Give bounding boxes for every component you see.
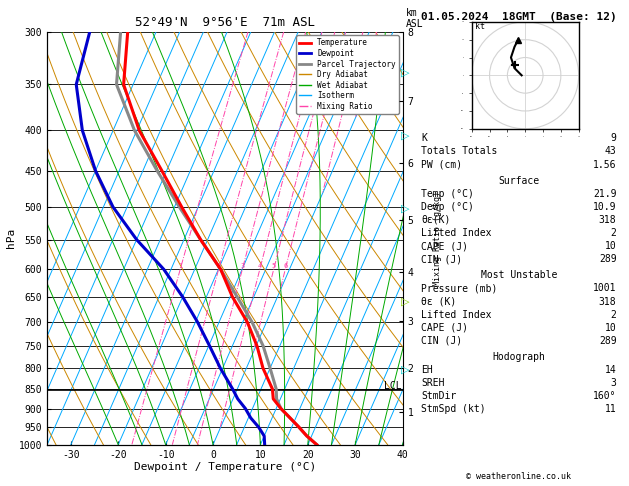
Text: PW (cm): PW (cm) (421, 159, 462, 170)
Text: CAPE (J): CAPE (J) (421, 323, 469, 333)
Text: 289: 289 (599, 254, 616, 264)
Text: StmSpd (kt): StmSpd (kt) (421, 404, 486, 415)
Text: 14: 14 (604, 365, 616, 375)
Text: 4: 4 (258, 263, 262, 269)
Text: LCL: LCL (384, 382, 401, 391)
X-axis label: Dewpoint / Temperature (°C): Dewpoint / Temperature (°C) (134, 462, 316, 472)
Text: 01.05.2024  18GMT  (Base: 12): 01.05.2024 18GMT (Base: 12) (421, 12, 617, 22)
Text: Most Unstable: Most Unstable (481, 270, 557, 280)
Text: ▷: ▷ (401, 68, 410, 78)
Text: SREH: SREH (421, 378, 445, 388)
Text: 5: 5 (272, 263, 276, 269)
Text: Temp (°C): Temp (°C) (421, 189, 474, 199)
Text: Mixing Ratio (g/kg): Mixing Ratio (g/kg) (433, 191, 442, 286)
Text: ▷: ▷ (401, 296, 410, 306)
Text: CAPE (J): CAPE (J) (421, 241, 469, 251)
Text: 3: 3 (240, 263, 245, 269)
Text: 1: 1 (178, 263, 182, 269)
Text: Surface: Surface (498, 175, 540, 186)
Text: 2: 2 (216, 263, 221, 269)
Text: Hodograph: Hodograph (493, 352, 545, 362)
Text: kt: kt (476, 22, 486, 31)
Text: K: K (421, 133, 427, 143)
Text: 6: 6 (283, 263, 287, 269)
Text: 3: 3 (611, 378, 616, 388)
Text: 289: 289 (599, 336, 616, 346)
Text: CIN (J): CIN (J) (421, 336, 462, 346)
Title: 52°49'N  9°56'E  71m ASL: 52°49'N 9°56'E 71m ASL (135, 16, 315, 29)
Text: km
ASL: km ASL (406, 8, 423, 29)
Text: 160°: 160° (593, 391, 616, 401)
Text: 10.9: 10.9 (593, 202, 616, 212)
Text: 9: 9 (611, 133, 616, 143)
Text: 1001: 1001 (593, 283, 616, 294)
Text: Lifted Index: Lifted Index (421, 228, 492, 238)
Text: 318: 318 (599, 215, 616, 225)
Text: 11: 11 (604, 404, 616, 415)
Text: Pressure (mb): Pressure (mb) (421, 283, 498, 294)
Text: 43: 43 (604, 146, 616, 156)
Text: StmDir: StmDir (421, 391, 457, 401)
Text: CIN (J): CIN (J) (421, 254, 462, 264)
Text: EH: EH (421, 365, 433, 375)
Text: ▷: ▷ (401, 131, 410, 141)
Text: 21.9: 21.9 (593, 189, 616, 199)
Text: 10: 10 (604, 241, 616, 251)
Text: 2: 2 (611, 228, 616, 238)
Text: Totals Totals: Totals Totals (421, 146, 498, 156)
Text: 2: 2 (611, 310, 616, 320)
Text: θε(K): θε(K) (421, 215, 451, 225)
Text: ▷: ▷ (401, 204, 410, 214)
Text: 318: 318 (599, 296, 616, 307)
Text: 1.56: 1.56 (593, 159, 616, 170)
Text: Lifted Index: Lifted Index (421, 310, 492, 320)
Legend: Temperature, Dewpoint, Parcel Trajectory, Dry Adiabat, Wet Adiabat, Isotherm, Mi: Temperature, Dewpoint, Parcel Trajectory… (296, 35, 399, 114)
Text: © weatheronline.co.uk: © weatheronline.co.uk (467, 472, 571, 481)
Text: Dewp (°C): Dewp (°C) (421, 202, 474, 212)
Text: ▷: ▷ (401, 364, 410, 374)
Text: θε (K): θε (K) (421, 296, 457, 307)
Y-axis label: hPa: hPa (6, 228, 16, 248)
Text: 10: 10 (604, 323, 616, 333)
